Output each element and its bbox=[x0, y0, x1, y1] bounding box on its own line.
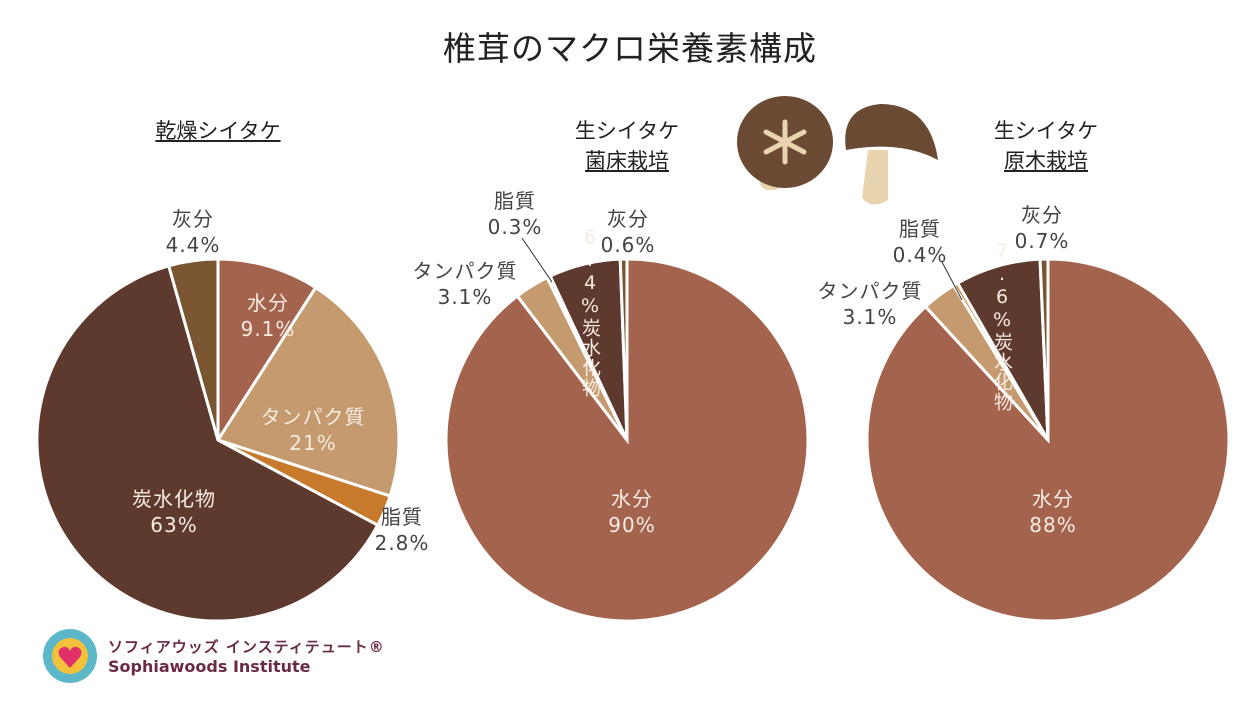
pie-1-slice-0 bbox=[216, 257, 318, 446]
logo: ソフィアウッズ インスティテュート® Sophiawoods Institute bbox=[42, 628, 385, 684]
pie-3-label-3: 炭水化物 7.6% bbox=[991, 240, 1013, 412]
logo-japanese-text: ソフィアウッズ インスティテュート® bbox=[108, 638, 385, 656]
slice-category: 水分 bbox=[610, 487, 653, 511]
slice-value: 0.3% bbox=[487, 215, 543, 239]
pie-1-label-2: 脂質 2.8% bbox=[375, 504, 430, 556]
pie-3-label-1: タンパク質 3.1% bbox=[818, 278, 923, 330]
slice-value: 0.6% bbox=[600, 233, 656, 257]
pie-1-slice-4 bbox=[166, 257, 220, 441]
slice-category: タンパク質 bbox=[412, 259, 518, 283]
pie-3-title: 生シイタケ 原木栽培 bbox=[946, 116, 1146, 176]
pie-3-label-0: 水分 88% bbox=[1029, 486, 1076, 538]
leader-line-2 bbox=[521, 237, 553, 283]
slice-value: 3.1% bbox=[842, 305, 898, 329]
pie-2-slice-4 bbox=[618, 257, 629, 441]
pie-1-label-1: タンパク質 21% bbox=[261, 404, 366, 456]
pie-2-label-3: 炭水化物 6.4% bbox=[579, 226, 601, 398]
slice-value: 21% bbox=[289, 431, 337, 455]
pie-1-label-0: 水分 9.1% bbox=[241, 290, 296, 342]
pie-1-label-3: 炭水化物 63% bbox=[132, 486, 216, 538]
slice-category: 炭水化物 bbox=[991, 332, 1013, 412]
pie-1-label-4: 灰分 4.4% bbox=[166, 206, 221, 258]
pie-3-title-line1: 生シイタケ bbox=[993, 119, 1099, 143]
chart-title: 椎茸のマクロ栄養素構成 bbox=[443, 29, 817, 68]
pie-2-title-line2: 菌床栽培 bbox=[585, 149, 669, 173]
slice-value: 9.1% bbox=[240, 317, 296, 341]
slice-value: 0.4% bbox=[892, 243, 948, 267]
slice-category: 灰分 bbox=[172, 207, 214, 231]
slice-value: 0.7% bbox=[1014, 229, 1070, 253]
slice-category: 炭水化物 bbox=[579, 318, 601, 398]
pie-1-slice-3 bbox=[35, 263, 380, 623]
slice-category: 炭水化物 bbox=[132, 487, 216, 511]
pie-2-label-1: タンパク質 3.1% bbox=[413, 258, 518, 310]
pie-2-label-0: 水分 90% bbox=[608, 486, 655, 538]
leader-line-3 bbox=[941, 261, 963, 301]
logo-sun-heart-icon bbox=[43, 629, 97, 683]
pie-1-slice-1 bbox=[215, 285, 401, 498]
slice-category: タンパク質 bbox=[817, 279, 923, 303]
slice-category: 水分 bbox=[1031, 487, 1074, 511]
pie-1-title: 乾燥シイタケ bbox=[118, 116, 318, 146]
slice-category: 脂質 bbox=[494, 189, 536, 213]
pie-3-slice-4 bbox=[1038, 257, 1050, 441]
pie-2-title: 生シイタケ 菌床栽培 bbox=[527, 116, 727, 176]
pie-1-title-line1: 乾燥シイタケ bbox=[155, 119, 281, 143]
pie-3-title-line2: 原木栽培 bbox=[1004, 149, 1088, 173]
pie-2-label-2: 脂質 0.3% bbox=[488, 188, 543, 240]
slice-value: 3.1% bbox=[437, 285, 493, 309]
slice-value: 88% bbox=[1029, 513, 1077, 537]
pie-2-title-line1: 生シイタケ bbox=[574, 119, 680, 143]
slice-category: 灰分 bbox=[607, 207, 649, 231]
pie-2-label-4: 灰分 0.6% bbox=[601, 206, 656, 258]
slice-value: 7.6% bbox=[991, 240, 1013, 332]
logo-english-text: Sophiawoods Institute bbox=[108, 657, 311, 676]
slice-value: 2.8% bbox=[374, 531, 430, 555]
slice-value: 6.4% bbox=[579, 226, 601, 318]
pie-3-label-4: 灰分 0.7% bbox=[1015, 202, 1070, 254]
shiitake-illustration bbox=[737, 96, 938, 205]
slice-category: タンパク質 bbox=[260, 405, 366, 429]
slice-category: 灰分 bbox=[1021, 203, 1063, 227]
slice-category: 脂質 bbox=[899, 217, 941, 241]
slice-value: 4.4% bbox=[165, 233, 221, 257]
slice-category: 脂質 bbox=[381, 505, 423, 529]
slice-value: 63% bbox=[150, 513, 198, 537]
slice-category: 水分 bbox=[247, 291, 289, 315]
slice-value: 90% bbox=[608, 513, 656, 537]
pie-3-label-2: 脂質 0.4% bbox=[893, 216, 948, 268]
